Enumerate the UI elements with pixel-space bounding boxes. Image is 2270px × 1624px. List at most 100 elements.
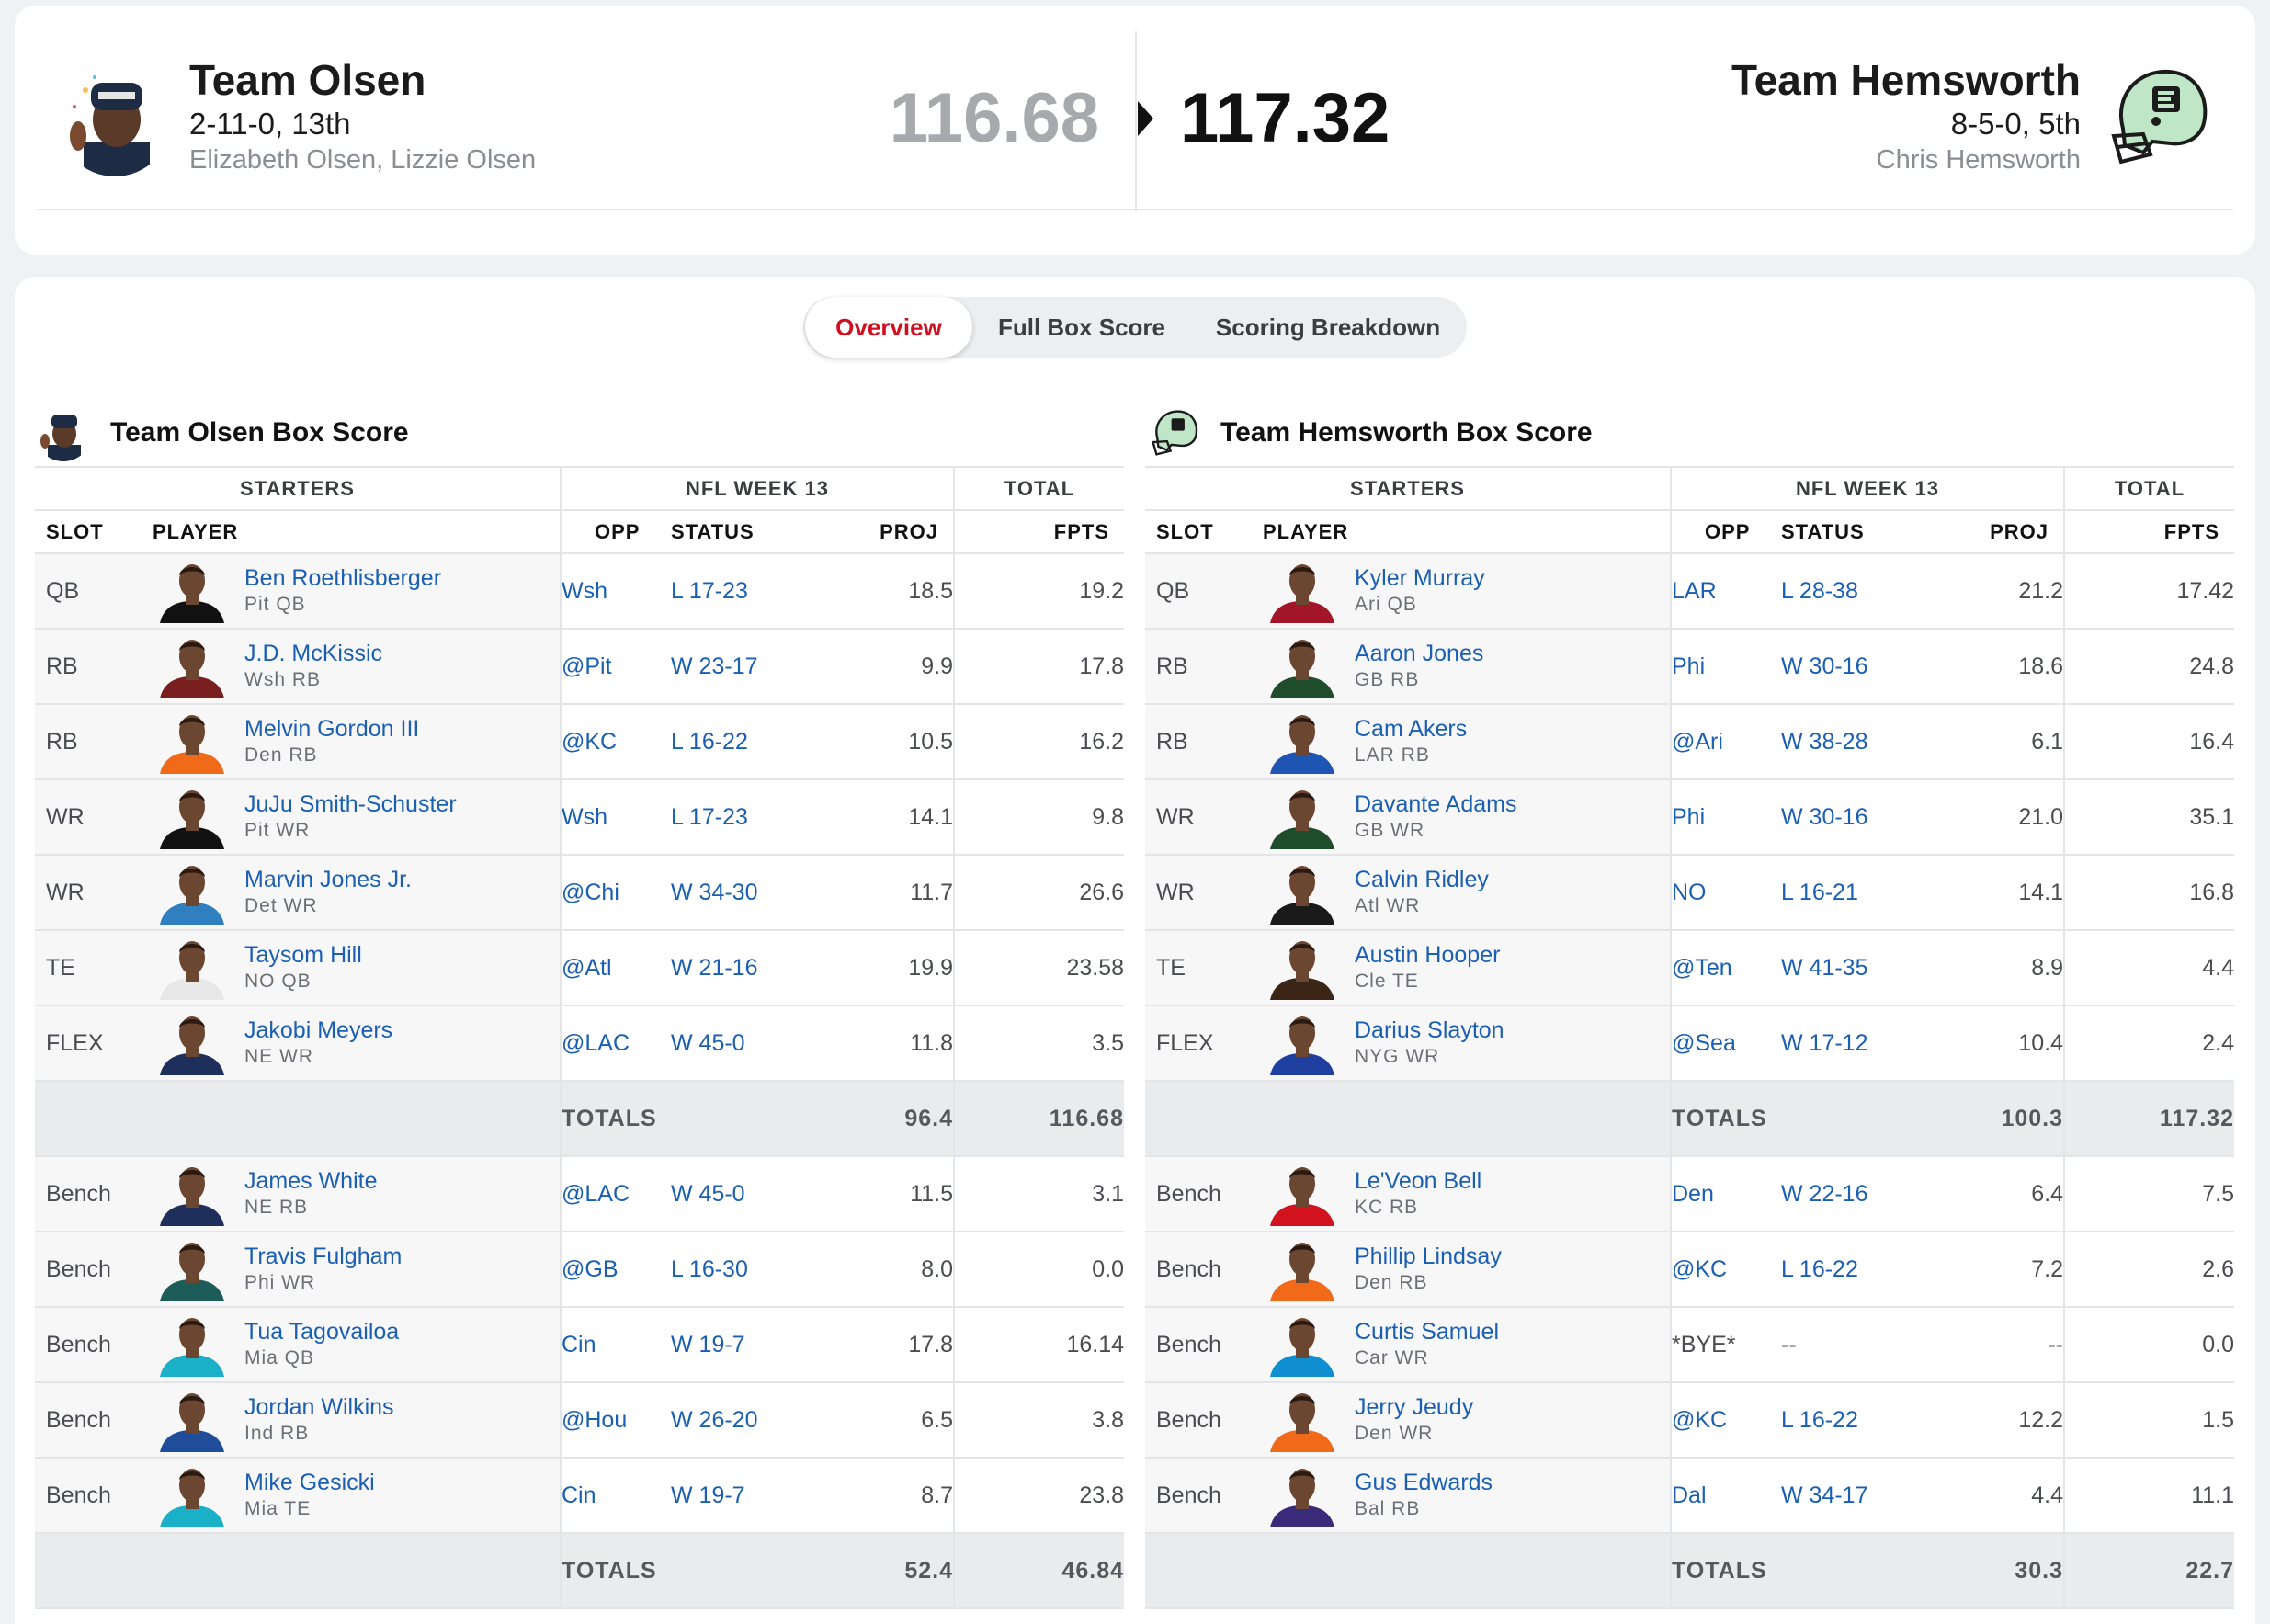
player-headshot-icon[interactable] [154, 1312, 230, 1377]
player-name-link[interactable]: Curtis Samuel [1355, 1319, 1499, 1345]
player-name-link[interactable]: Taysom Hill [244, 942, 362, 968]
game-status-link[interactable]: W 19-7 [671, 1458, 851, 1534]
game-status-link[interactable]: L 16-22 [671, 704, 851, 780]
player-headshot-icon[interactable] [1265, 1463, 1340, 1527]
game-status-link[interactable]: L 17-23 [671, 779, 851, 856]
player-headshot-icon[interactable] [1265, 1388, 1340, 1452]
game-status-link[interactable]: L 17-23 [671, 553, 851, 630]
game-status-link[interactable]: W 21-16 [671, 930, 851, 1006]
player-headshot-icon[interactable] [1265, 710, 1340, 774]
team-hemsworth-helmet-icon[interactable] [2097, 57, 2217, 176]
player-headshot-icon[interactable] [154, 559, 230, 623]
player-headshot-icon[interactable] [154, 1011, 230, 1075]
player-headshot-icon[interactable] [1265, 1162, 1340, 1226]
player-name-link[interactable]: Gus Edwards [1355, 1470, 1493, 1495]
game-status-link[interactable]: W 41-35 [1781, 930, 1961, 1006]
player-name-link[interactable]: Melvin Gordon III [244, 716, 420, 742]
game-status-link[interactable]: W 30-16 [1781, 779, 1961, 856]
player-headshot-icon[interactable] [1265, 559, 1340, 623]
opponent-link[interactable]: Phi [1670, 629, 1781, 705]
player-name-link[interactable]: Darius Slayton [1355, 1017, 1504, 1043]
game-status-link[interactable]: L 16-22 [1781, 1232, 1961, 1308]
tab-full-box-score[interactable]: Full Box Score [997, 313, 1166, 341]
team-olsen-avatar[interactable] [58, 62, 172, 176]
team-olsen-name[interactable]: Team Olsen [189, 56, 426, 104]
opponent-link[interactable]: @Pit [560, 629, 671, 705]
player-headshot-icon[interactable] [154, 1388, 230, 1452]
player-name-link[interactable]: Kyler Murray [1355, 565, 1485, 591]
opponent-link[interactable]: Phi [1670, 779, 1781, 856]
game-status-link[interactable]: W 23-17 [671, 629, 851, 705]
game-status-link[interactable]: W 22-16 [1781, 1156, 1961, 1232]
game-status-link[interactable]: W 30-16 [1781, 629, 1961, 705]
game-status-link[interactable]: W 17-12 [1781, 1005, 1961, 1082]
player-headshot-icon[interactable] [154, 1237, 230, 1301]
opponent-link[interactable]: @Hou [560, 1382, 671, 1459]
game-status-link[interactable]: W 34-17 [1781, 1458, 1961, 1534]
opponent-link[interactable]: @KC [560, 704, 671, 780]
player-name-link[interactable]: JuJu Smith-Schuster [244, 791, 457, 817]
player-name-link[interactable]: Jerry Jeudy [1355, 1394, 1474, 1420]
opponent-link[interactable]: Dal [1670, 1458, 1781, 1534]
player-headshot-icon[interactable] [154, 634, 230, 698]
tab-overview[interactable]: Overview [805, 297, 972, 358]
player-name-link[interactable]: Davante Adams [1355, 791, 1517, 817]
player-name-link[interactable]: Marvin Jones Jr. [244, 867, 413, 892]
player-name-link[interactable]: Jakobi Meyers [244, 1017, 393, 1043]
opponent-link[interactable]: @Ari [1670, 704, 1781, 780]
player-name-link[interactable]: James White [244, 1168, 378, 1194]
game-status-link[interactable]: W 34-30 [671, 855, 851, 931]
tab-scoring-breakdown[interactable]: Scoring Breakdown [1215, 313, 1441, 341]
player-name-link[interactable]: Mike Gesicki [244, 1470, 375, 1495]
player-headshot-icon[interactable] [1265, 936, 1340, 1000]
opponent-link[interactable]: @KC [1670, 1382, 1781, 1459]
player-headshot-icon[interactable] [154, 1162, 230, 1226]
opponent-link[interactable]: NO [1670, 855, 1781, 931]
player-name-link[interactable]: Jordan Wilkins [244, 1394, 394, 1420]
player-headshot-icon[interactable] [1265, 785, 1340, 849]
game-status-link[interactable]: W 45-0 [671, 1005, 851, 1082]
player-name-link[interactable]: Aaron Jones [1355, 641, 1484, 666]
game-status-link[interactable]: W 19-7 [671, 1307, 851, 1383]
opponent-link[interactable]: Wsh [560, 779, 671, 856]
opponent-link[interactable]: Den [1670, 1156, 1781, 1232]
opponent-link[interactable]: @KC [1670, 1232, 1781, 1308]
player-name-link[interactable]: Calvin Ridley [1355, 867, 1489, 892]
player-name-link[interactable]: Ben Roethlisberger [244, 565, 442, 591]
team-hemsworth-name[interactable]: Team Hemsworth [1731, 56, 2081, 104]
player-name-link[interactable]: Travis Fulgham [244, 1244, 403, 1269]
game-status-link[interactable]: L 16-22 [1781, 1382, 1961, 1459]
opponent-link[interactable]: @LAC [560, 1005, 671, 1082]
game-status-link[interactable]: W 45-0 [671, 1156, 851, 1232]
opponent-link[interactable]: @LAC [560, 1156, 671, 1232]
game-status-link[interactable]: L 28-38 [1781, 553, 1961, 630]
opponent-link[interactable]: @GB [560, 1232, 671, 1308]
player-name-link[interactable]: Phillip Lindsay [1355, 1244, 1502, 1269]
opponent-link[interactable]: @Sea [1670, 1005, 1781, 1082]
opponent-link[interactable]: Wsh [560, 553, 671, 630]
player-name-link[interactable]: Cam Akers [1355, 716, 1468, 742]
game-status-link[interactable]: W 26-20 [671, 1382, 851, 1459]
player-headshot-icon[interactable] [154, 710, 230, 774]
opponent-link[interactable]: LAR [1670, 553, 1781, 630]
player-headshot-icon[interactable] [154, 860, 230, 925]
player-name-link[interactable]: Tua Tagovailoa [244, 1319, 400, 1345]
opponent-link[interactable]: Cin [560, 1307, 671, 1383]
player-headshot-icon[interactable] [154, 1463, 230, 1527]
player-headshot-icon[interactable] [1265, 634, 1340, 698]
opponent-link[interactable]: Cin [560, 1458, 671, 1534]
player-name-link[interactable]: J.D. McKissic [244, 641, 382, 666]
player-headshot-icon[interactable] [1265, 1312, 1340, 1377]
opponent-link[interactable]: @Ten [1670, 930, 1781, 1006]
player-headshot-icon[interactable] [1265, 860, 1340, 925]
player-headshot-icon[interactable] [1265, 1237, 1340, 1301]
game-status-link[interactable]: L 16-30 [671, 1232, 851, 1308]
player-headshot-icon[interactable] [154, 936, 230, 1000]
game-status-link[interactable]: W 38-28 [1781, 704, 1961, 780]
game-status-link[interactable]: L 16-21 [1781, 855, 1961, 931]
opponent-link[interactable]: @Chi [560, 855, 671, 931]
player-name-link[interactable]: Austin Hooper [1355, 942, 1501, 968]
opponent-link[interactable]: @Atl [560, 930, 671, 1006]
player-headshot-icon[interactable] [154, 785, 230, 849]
player-headshot-icon[interactable] [1265, 1011, 1340, 1075]
